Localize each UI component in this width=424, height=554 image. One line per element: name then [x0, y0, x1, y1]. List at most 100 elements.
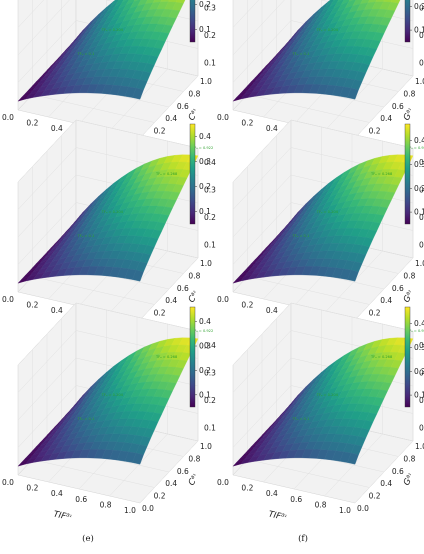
- surface-annotation: TFₐ = 0.1: [77, 52, 95, 56]
- surface-patch: [336, 0, 343, 3]
- x-tick-label: 0.8: [100, 500, 112, 509]
- x-tick-label: 0.4: [51, 306, 63, 315]
- y-tick-label: 0.2: [154, 127, 166, 136]
- colorbar: [189, 306, 196, 408]
- surface: [232, 0, 401, 102]
- x-tick-label: 0.2: [241, 301, 253, 310]
- gridline: [17, 330, 77, 393]
- y-tick-label: 0.6: [177, 102, 189, 111]
- surface-annotation: TFₐ = 0.204: [316, 28, 339, 32]
- y-tick-label: 1.0: [200, 77, 212, 86]
- colorbar-tick-label: 0.3: [199, 342, 211, 351]
- z-tick-label: 0.4: [204, 341, 216, 350]
- z-tick-label: 0.4: [204, 158, 216, 167]
- surface-patch: [132, 87, 144, 100]
- y-tick-label: 0.4: [165, 296, 177, 305]
- y-tick-label: 0.6: [392, 102, 404, 111]
- y-tick-label: 0.6: [392, 284, 404, 293]
- colorbar-tick-label: 0.1: [199, 390, 211, 399]
- panel-e: TFₐ = 0.922 TFₐ = 0.268 TFₐ = 0.204 TFₐ = 0…: [2, 302, 216, 544]
- surface-annotation: TFₐ = 0.1: [77, 417, 95, 421]
- surface-annotation: TFₐ = 0.204: [101, 393, 124, 397]
- gridline: [139, 75, 199, 139]
- x-tick-label: 0.2: [26, 301, 38, 310]
- surface-patch: [347, 87, 359, 100]
- colorbar-tick-label: 0.2: [199, 0, 211, 9]
- x-tick-label: 0.6: [290, 495, 302, 504]
- x-tick-label: 1.0: [339, 506, 351, 515]
- colorbar-tick-label: 0.3: [414, 160, 424, 169]
- surface-annotation: TFₐ = 0.922: [191, 329, 213, 333]
- z-tick-label: 0.1: [419, 58, 424, 67]
- surface-annotation: TFₐ = 0.1: [292, 234, 310, 238]
- gridline: [354, 75, 414, 139]
- colorbar-tick-label: 0.1: [414, 208, 424, 217]
- surface-annotation: TFₐ = 0.204: [316, 393, 339, 397]
- surface-annotation: TFₐ = 0.268: [155, 355, 178, 359]
- panel-caption: (e): [82, 533, 94, 544]
- z-tick-label: 0.3: [204, 185, 216, 194]
- y-tick-label: 0.6: [177, 467, 189, 476]
- gridline: [17, 147, 77, 210]
- colorbar-tick-label: 0.1: [199, 25, 211, 34]
- y-tick-label: 0.8: [403, 89, 415, 98]
- gridline: [290, 119, 414, 149]
- y-axis-label: Ga₂: [402, 288, 417, 304]
- colorbar: [404, 0, 411, 43]
- surface-annotation: TFₐ = 0.204: [101, 210, 124, 214]
- z-tick-label: 0.4: [419, 158, 424, 167]
- panel-c: TFₐ = 0.922 TFₐ = 0.268 TFₐ = 0.204 TFₐ = 0…: [2, 119, 216, 362]
- z-tick-label: 0.2: [419, 213, 424, 222]
- z-tick-label: 0.1: [204, 423, 216, 432]
- gridline: [109, 250, 168, 314]
- y-tick-label: 0.8: [188, 454, 200, 463]
- x-axis-label: TIFa₁: [52, 510, 72, 524]
- y-axis-label: Ga₁: [402, 472, 417, 487]
- z-tick-label: 0.2: [204, 396, 216, 405]
- x-tick-label: 0.2: [241, 484, 253, 493]
- gridline: [139, 440, 199, 504]
- y-tick-label: 1.0: [200, 442, 212, 451]
- z-tick-label: 0.1: [204, 58, 216, 67]
- x-tick-label: 0.0: [2, 478, 14, 487]
- x-tick-label: 0.4: [51, 489, 63, 498]
- x-tick-label: 0.2: [26, 484, 38, 493]
- z-tick-label: 0.3: [419, 185, 424, 194]
- y-tick-label: 0.2: [369, 309, 381, 318]
- z-tick-label: 0.2: [204, 213, 216, 222]
- colorbar: [189, 123, 196, 225]
- y-tick-label: 0.2: [369, 127, 381, 136]
- surface-annotation: TFₐ = 0.922: [406, 146, 424, 150]
- x-tick-label: 0.8: [315, 500, 327, 509]
- surface-annotation: TFₐ = 0.1: [292, 417, 310, 421]
- y-tick-label: 0.8: [403, 454, 415, 463]
- colorbar-tick-label: 0.4: [199, 317, 211, 326]
- y-tick-label: 0.4: [165, 479, 177, 488]
- colorbar: [404, 306, 411, 408]
- y-axis-label: Ca₁: [187, 473, 201, 488]
- gridline: [75, 119, 199, 149]
- gridline: [232, 147, 292, 210]
- colorbar: [404, 123, 411, 225]
- y-tick-label: 0.2: [369, 492, 381, 501]
- gridline: [232, 119, 292, 183]
- y-tick-label: 0.8: [403, 271, 415, 280]
- y-tick-label: 0.0: [142, 504, 154, 513]
- x-tick-label: 0.0: [217, 478, 229, 487]
- y-tick-label: 0.6: [392, 467, 404, 476]
- colorbar-tick-label: 0.2: [199, 182, 211, 191]
- z-tick-label: 0.2: [204, 31, 216, 40]
- colorbar-tick-label: 0.2: [199, 366, 211, 375]
- x-tick-label: 0.4: [266, 489, 278, 498]
- gridline: [139, 257, 199, 321]
- y-tick-label: 1.0: [200, 259, 212, 268]
- z-tick-label: 0.3: [204, 368, 216, 377]
- y-tick-label: 1.0: [415, 259, 424, 268]
- surface-patch: [132, 269, 144, 282]
- gridline: [17, 0, 45, 28]
- y-tick-label: 0.2: [154, 492, 166, 501]
- gridline: [290, 302, 414, 332]
- gridline: [17, 302, 77, 366]
- y-tick-label: 1.0: [415, 77, 424, 86]
- gridline: [109, 68, 168, 132]
